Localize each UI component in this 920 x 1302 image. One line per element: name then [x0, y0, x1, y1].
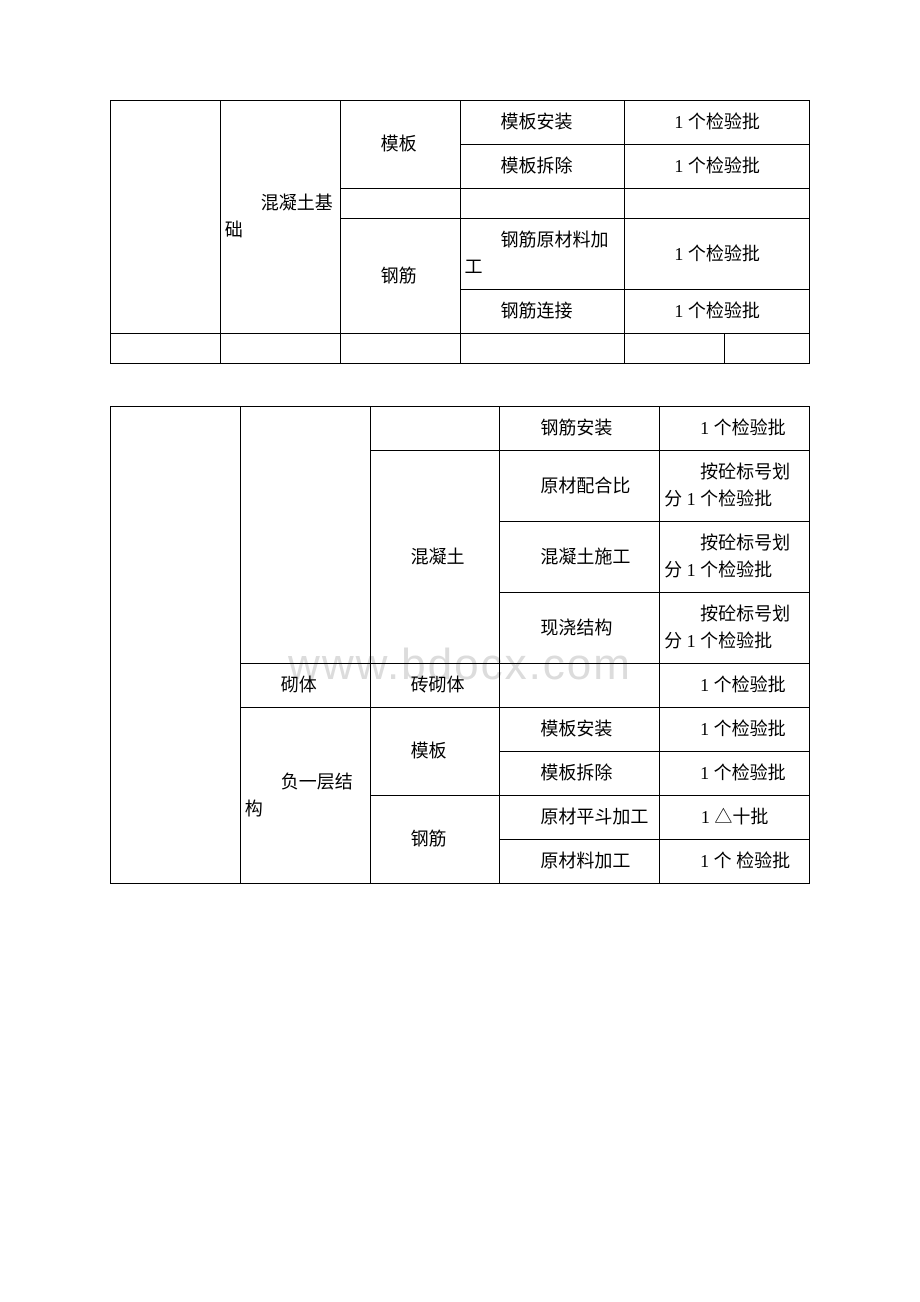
table-1: 混凝土基础 模板 模板安装 1 个检验批 模板拆除 1 个检验批 钢筋 钢筋原材… [110, 100, 810, 364]
cell-text: 钢筋连接 [465, 298, 621, 325]
cell-text: 模板拆除 [504, 760, 655, 787]
cell-empty [220, 334, 340, 364]
cell-col2 [240, 407, 370, 664]
table-spacer [110, 364, 810, 406]
cell-text: 混凝土施工 [504, 544, 655, 571]
cell-text: 混凝土 [375, 544, 496, 571]
cell: 1 个 检验批 [660, 840, 810, 884]
cell-text: 1 个检验批 [674, 244, 760, 264]
cell: 1 个检验批 [625, 290, 810, 334]
cell-empty [625, 334, 725, 364]
cell: 1 个检验批 [660, 708, 810, 752]
cell: 1 △十批 [660, 796, 810, 840]
cell: 按砼标号划分 1 个检验批 [660, 522, 810, 593]
cell-text: 1 个检验批 [664, 716, 805, 743]
cell-text: 混凝土基础 [225, 190, 336, 244]
cell: 1 个检验批 [660, 752, 810, 796]
cell-text: 模板 [345, 131, 456, 158]
cell-rebar: 钢筋 [340, 219, 460, 334]
cell: 模板安装 [460, 101, 625, 145]
cell-text: 砌体 [245, 672, 366, 699]
cell-empty [725, 334, 810, 364]
cell-text: 模板 [375, 738, 496, 765]
cell: 1 个检验批 [660, 664, 810, 708]
table-2: 钢筋安装 1 个检验批 混凝土 原材配合比 按砼标号划分 1 个检验批 混凝土施… [110, 406, 810, 884]
cell: 现浇结构 [500, 593, 660, 664]
cell-text: 原材配合比 [504, 473, 655, 500]
cell-empty [625, 189, 810, 219]
cell-empty [460, 334, 625, 364]
cell-text: 1 个检验批 [674, 156, 760, 176]
cell-empty [370, 407, 500, 451]
cell-text: 1 个检验批 [664, 672, 805, 699]
cell-col2-group: 混凝土基础 [220, 101, 340, 334]
cell: 钢筋原材料加工 [460, 219, 625, 290]
cell: 模板拆除 [460, 145, 625, 189]
cell-text: 模板安装 [465, 109, 621, 136]
cell: 模板拆除 [500, 752, 660, 796]
table-row: 钢筋安装 1 个检验批 [111, 407, 810, 451]
cell-text: 1 个 检验批 [664, 848, 805, 875]
cell-text: 模板安装 [504, 716, 655, 743]
cell-text: 现浇结构 [504, 615, 655, 642]
cell-text: 砖砌体 [375, 672, 496, 699]
table-row [111, 334, 810, 364]
cell: 原材配合比 [500, 451, 660, 522]
cell-text: 原材料加工 [504, 848, 655, 875]
cell-text: 1 个检验批 [674, 112, 760, 132]
cell-text: 1 个检验批 [664, 415, 805, 442]
cell-col1 [111, 101, 221, 334]
cell-concrete: 混凝土 [370, 451, 500, 664]
cell-text: 负一层结构 [245, 769, 366, 823]
cell-masonry: 砌体 [240, 664, 370, 708]
table-row: 混凝土基础 模板 模板安装 1 个检验批 [111, 101, 810, 145]
cell: 原材料加工 [500, 840, 660, 884]
cell-brick: 砖砌体 [370, 664, 500, 708]
cell-empty [340, 334, 460, 364]
cell: 按砼标号划分 1 个检验批 [660, 593, 810, 664]
cell-text: 1 △十批 [701, 807, 769, 827]
cell: 原材平斗加工 [500, 796, 660, 840]
cell-empty [340, 189, 460, 219]
cell: 混凝土施工 [500, 522, 660, 593]
cell: 1 个检验批 [625, 219, 810, 290]
cell-formwork: 模板 [370, 708, 500, 796]
cell-negfloor: 负一层结构 [240, 708, 370, 884]
cell-empty [111, 334, 221, 364]
cell-text: 按砼标号划分 1 个检验批 [664, 530, 805, 584]
cell-text: 钢筋 [345, 263, 456, 290]
cell-text: 按砼标号划分 1 个检验批 [664, 601, 805, 655]
cell-text: 钢筋安装 [504, 415, 655, 442]
cell: 1 个检验批 [625, 145, 810, 189]
cell-formwork: 模板 [340, 101, 460, 189]
cell-rebar: 钢筋 [370, 796, 500, 884]
cell: 钢筋连接 [460, 290, 625, 334]
cell-text: 1 个检验批 [674, 301, 760, 321]
cell: 钢筋安装 [500, 407, 660, 451]
cell-empty [460, 189, 625, 219]
cell-col1 [111, 407, 241, 884]
cell: 按砼标号划分 1 个检验批 [660, 451, 810, 522]
cell-text: 1 个检验批 [664, 760, 805, 787]
cell-text: 原材平斗加工 [504, 804, 655, 831]
cell: 1 个检验批 [660, 407, 810, 451]
cell: 模板安装 [500, 708, 660, 752]
cell-empty [500, 664, 660, 708]
cell-text: 按砼标号划分 1 个检验批 [664, 459, 805, 513]
cell-text: 钢筋 [375, 826, 496, 853]
cell-text: 模板拆除 [465, 153, 621, 180]
cell-text: 钢筋原材料加工 [465, 227, 621, 281]
cell: 1 个检验批 [625, 101, 810, 145]
